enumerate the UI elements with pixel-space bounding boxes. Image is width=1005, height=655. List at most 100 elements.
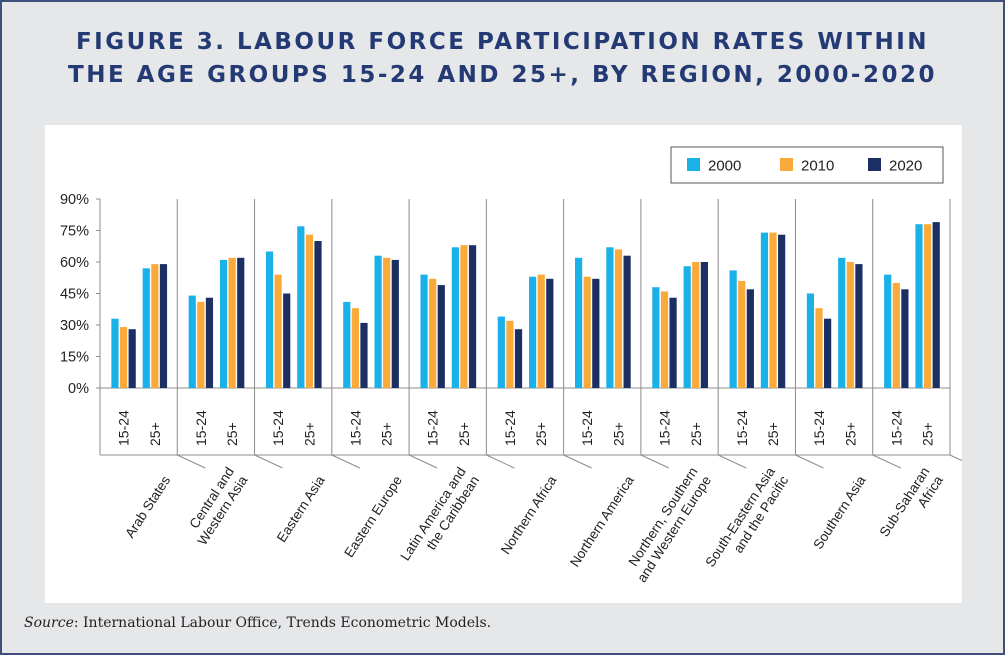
bar-2000 — [420, 274, 428, 388]
bar-2010 — [383, 257, 391, 388]
y-tick-label: 0% — [68, 381, 89, 397]
source-text: : International Labour Office, Trends Ec… — [73, 615, 492, 631]
region-label: Arab States — [122, 473, 173, 541]
bar-2000 — [343, 301, 351, 388]
age-group-label: 25+ — [301, 422, 317, 446]
legend-swatch-2010 — [780, 158, 793, 171]
bar-2010 — [738, 280, 746, 388]
y-tick-label: 60% — [60, 255, 89, 271]
bar-2020 — [437, 285, 445, 388]
bar-2020 — [514, 329, 523, 388]
region-label-line: Eastern Europe — [341, 473, 405, 560]
bar-2010 — [429, 278, 437, 388]
bar-2010 — [119, 327, 128, 388]
y-tick-label: 30% — [60, 318, 89, 334]
bar-2000 — [497, 316, 505, 388]
figure-title: FIGURE 3. LABOUR FORCE PARTICIPATION RAT… — [2, 26, 1003, 92]
source-label: Source — [24, 615, 74, 631]
source-note: Source: International Labour Office, Tre… — [24, 615, 491, 631]
bar-2000 — [806, 293, 815, 388]
region-separator-diagonal — [563, 454, 592, 469]
bar-chart: 0% 15% 30% 45% 60% 75% 90% 15-24 25+ Arab States 1… — [60, 146, 962, 585]
bar-2020 — [592, 278, 600, 388]
region-label-line: Eastern Asia — [274, 473, 328, 545]
age-group-label: 15-24 — [193, 410, 209, 446]
bar-2010 — [660, 291, 669, 388]
legend-label-2010: 2010 — [801, 158, 834, 175]
bar-2000 — [652, 287, 660, 388]
age-group-label: 15-24 — [270, 410, 286, 446]
bar-2020 — [855, 264, 863, 388]
legend-swatch-2000 — [687, 158, 700, 171]
bar-2020 — [237, 257, 245, 388]
region-separator-diagonal — [254, 454, 283, 469]
bar-2000 — [884, 274, 892, 388]
bar-2000 — [838, 257, 846, 388]
age-group-label: 25+ — [611, 422, 627, 446]
age-group-label: 25+ — [765, 422, 781, 446]
bar-2020 — [669, 297, 677, 388]
bar-2000 — [915, 224, 923, 388]
chart-panel: 0% 15% 30% 45% 60% 75% 90% 15-24 25+ Arab States 1… — [45, 125, 962, 603]
bar-2020 — [778, 234, 786, 388]
age-group-label: 15-24 — [116, 410, 132, 446]
age-group-label: 15-24 — [888, 410, 904, 446]
bar-2020 — [314, 241, 322, 388]
bar-2010 — [583, 276, 591, 388]
bar-2010 — [274, 274, 282, 388]
legend-box — [670, 146, 944, 184]
bar-2010 — [351, 308, 359, 388]
bar-2020 — [283, 293, 291, 388]
region-separator-diagonal — [872, 454, 901, 469]
bar-2010 — [846, 262, 854, 388]
age-group-label: 25+ — [688, 422, 704, 446]
age-group-label: 25+ — [456, 422, 472, 446]
region-separator-diagonal — [177, 454, 206, 469]
bar-2000 — [529, 276, 537, 388]
bar-2010 — [892, 283, 900, 388]
region-label: Sub-SaharanAfrica — [877, 464, 947, 548]
bar-2020 — [932, 222, 940, 388]
age-group-label: 15-24 — [656, 410, 672, 446]
bar-2010 — [537, 274, 545, 388]
bar-2000 — [265, 251, 274, 388]
region-separator-diagonal — [640, 454, 670, 469]
figure-title-line-2: THE AGE GROUPS 15-24 AND 25+, BY REGION,… — [68, 62, 937, 88]
region-separator-diagonal — [486, 454, 515, 469]
bar-2010 — [506, 320, 514, 388]
y-tick-label: 75% — [60, 224, 89, 240]
age-group-label: 25+ — [224, 422, 240, 446]
region-separator-diagonal — [717, 454, 747, 469]
bar-2020 — [700, 262, 708, 388]
bar-2010 — [151, 264, 159, 388]
bar-2020 — [468, 245, 477, 388]
age-group-label: 15-24 — [811, 410, 827, 446]
bar-2000 — [451, 247, 459, 388]
bar-2010 — [614, 249, 623, 388]
legend-label-2000: 2000 — [708, 158, 741, 175]
region-label: Central andWestern Asia — [181, 464, 250, 548]
bar-2000 — [729, 270, 737, 388]
region-label: Northern America — [567, 473, 637, 570]
bar-2010 — [692, 262, 700, 388]
age-group-label: 25+ — [842, 422, 858, 446]
bar-2000 — [683, 266, 691, 388]
bar-2000 — [575, 257, 583, 388]
bar-2020 — [205, 297, 214, 388]
age-group-label: 25+ — [920, 422, 936, 446]
age-group-label: 15-24 — [425, 410, 441, 446]
bar-2000 — [219, 259, 228, 388]
bar-2010 — [197, 301, 205, 388]
region-label-line: Southern Asia — [810, 473, 869, 552]
bar-2020 — [746, 289, 754, 388]
region-label: Latin America andthe Caribbean — [397, 464, 482, 572]
age-group-label: 15-24 — [579, 410, 595, 446]
bar-2000 — [606, 247, 614, 388]
region-label: Northern Africa — [498, 473, 560, 557]
region-label: Eastern Europe — [341, 473, 405, 560]
bar-2010 — [923, 224, 932, 388]
region-separator-diagonal — [408, 454, 438, 469]
bar-2010 — [769, 232, 777, 388]
region-label-line: Arab States — [122, 473, 173, 541]
